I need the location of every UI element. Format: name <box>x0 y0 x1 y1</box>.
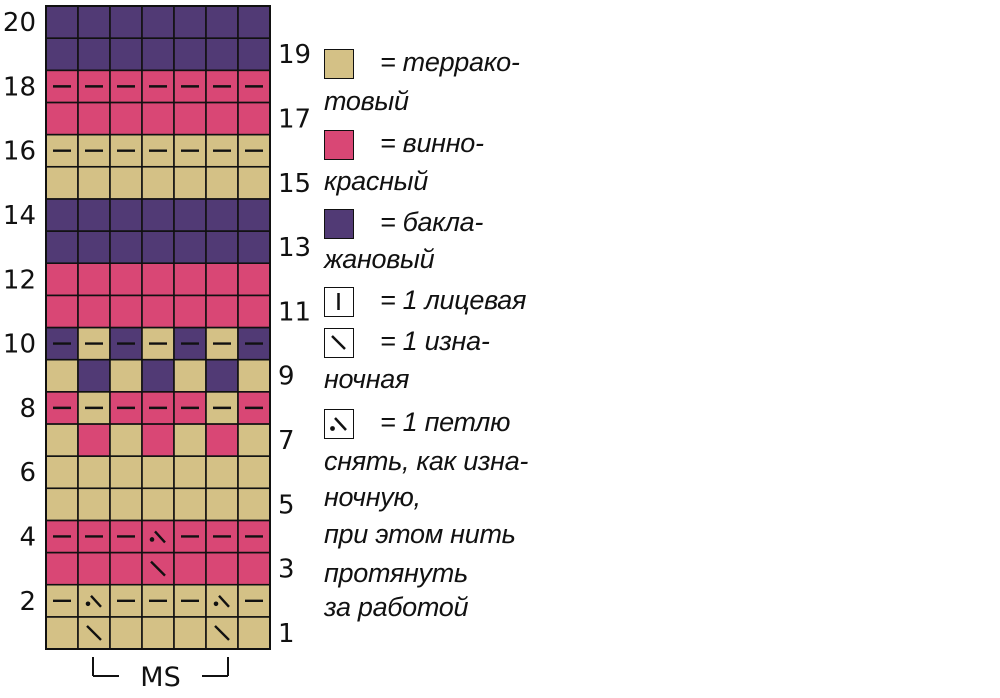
chart-cell <box>77 37 111 72</box>
chart-border <box>45 5 271 650</box>
chart-cell <box>205 165 239 200</box>
chart-cell <box>109 5 143 39</box>
chart-cell <box>237 230 271 265</box>
row-number-right: 17 <box>278 105 311 135</box>
legend-slip-label: = 1 петлю <box>380 407 511 437</box>
row-number-left: 8 <box>19 394 36 424</box>
chart-cell <box>237 69 271 104</box>
legend-wine-label: = винно- <box>380 128 484 158</box>
purl-stitch-mark <box>214 625 230 641</box>
legend-slip-line-1: снять, как изна- <box>324 446 529 476</box>
chart-cell <box>205 133 239 168</box>
row-number-left: 6 <box>19 458 36 488</box>
wine-swatch-icon <box>324 130 354 160</box>
row-number-right: 19 <box>278 40 311 70</box>
terracotta-swatch-icon <box>324 49 354 79</box>
chart-cell <box>77 230 111 265</box>
row-number-left: 14 <box>3 201 36 231</box>
chart-cell <box>141 358 175 393</box>
chart-cell <box>141 262 175 297</box>
legend-slip-line-3: при этом нить <box>324 519 516 549</box>
chart-cell <box>45 198 79 232</box>
row-number-left: 10 <box>3 330 36 360</box>
chart-cell <box>237 294 271 329</box>
purl-stitch-mark <box>86 625 102 641</box>
chart-cell <box>109 423 143 457</box>
chart-cell <box>45 423 79 457</box>
chart-cell <box>77 294 111 329</box>
chart-cell <box>237 101 271 136</box>
legend-aubergine-label: = бакла- <box>380 207 484 237</box>
chart-cell <box>237 165 271 200</box>
row-number-right: 7 <box>278 426 295 456</box>
chart-cell <box>237 551 271 586</box>
row-number-left: 20 <box>3 8 36 38</box>
chart-cell <box>77 165 111 200</box>
row-number-left: 16 <box>3 137 36 167</box>
row-number-right: 11 <box>278 297 311 327</box>
chart-cell <box>237 37 271 72</box>
legend-purl-label: = 1 изна- <box>380 326 490 356</box>
row-number-left: 18 <box>3 72 36 102</box>
purl-stitch-icon <box>324 328 354 358</box>
legend-terracotta-label: = терракo- <box>380 47 520 77</box>
legend-knit-label: = 1 лицевая <box>380 285 527 315</box>
chart-cell <box>205 5 239 39</box>
row-number-right: 1 <box>278 619 295 649</box>
purl-stitch-mark <box>150 560 166 577</box>
chart-cell <box>109 294 143 329</box>
legend-purl-label-cont: ночная <box>324 364 410 394</box>
slip-stitch-icon <box>324 409 354 439</box>
chart-cell <box>173 358 207 393</box>
repeat-label: MS <box>140 662 180 693</box>
aubergine-swatch-icon <box>324 209 354 239</box>
row-number-right: 13 <box>278 233 311 263</box>
chart-cell <box>77 5 111 39</box>
legend-aubergine-label-cont: жановый <box>324 244 435 274</box>
chart-cell <box>173 165 207 200</box>
chart-cell <box>173 37 207 72</box>
slip-stitch-mark <box>213 594 230 608</box>
repeat-bracket <box>92 657 229 677</box>
chart-cell <box>205 423 239 457</box>
chart-cell <box>141 5 175 39</box>
chart-cell <box>141 101 175 136</box>
chart-cell <box>173 455 207 490</box>
chart-cell <box>237 423 271 457</box>
slip-stitch-mark <box>149 530 166 544</box>
legend-wine-label-cont: красный <box>324 166 428 196</box>
row-number-left: 12 <box>3 265 36 295</box>
row-number-right: 5 <box>278 490 295 520</box>
chart-cell <box>109 551 143 586</box>
chart-cell <box>173 519 207 554</box>
legend-slip-line-5: за работой <box>324 592 469 622</box>
chart-cell <box>237 616 271 650</box>
chart-cell <box>77 326 111 361</box>
chart-cell <box>205 358 239 393</box>
slip-stitch-mark <box>85 594 102 608</box>
chart-cell <box>109 165 143 200</box>
row-number-right: 3 <box>278 555 295 585</box>
row-number-right: 9 <box>278 362 295 392</box>
row-number-left: 4 <box>19 522 36 552</box>
legend-slip-line-4: протянуть <box>324 558 468 588</box>
legend-slip-line-2: ночную, <box>324 482 421 512</box>
knit-stitch-icon <box>324 287 354 317</box>
row-number-right: 15 <box>278 169 311 199</box>
chart-cell <box>205 101 239 136</box>
legend-terracotta-label-cont: товый <box>324 86 409 116</box>
row-number-left: 2 <box>19 587 36 617</box>
